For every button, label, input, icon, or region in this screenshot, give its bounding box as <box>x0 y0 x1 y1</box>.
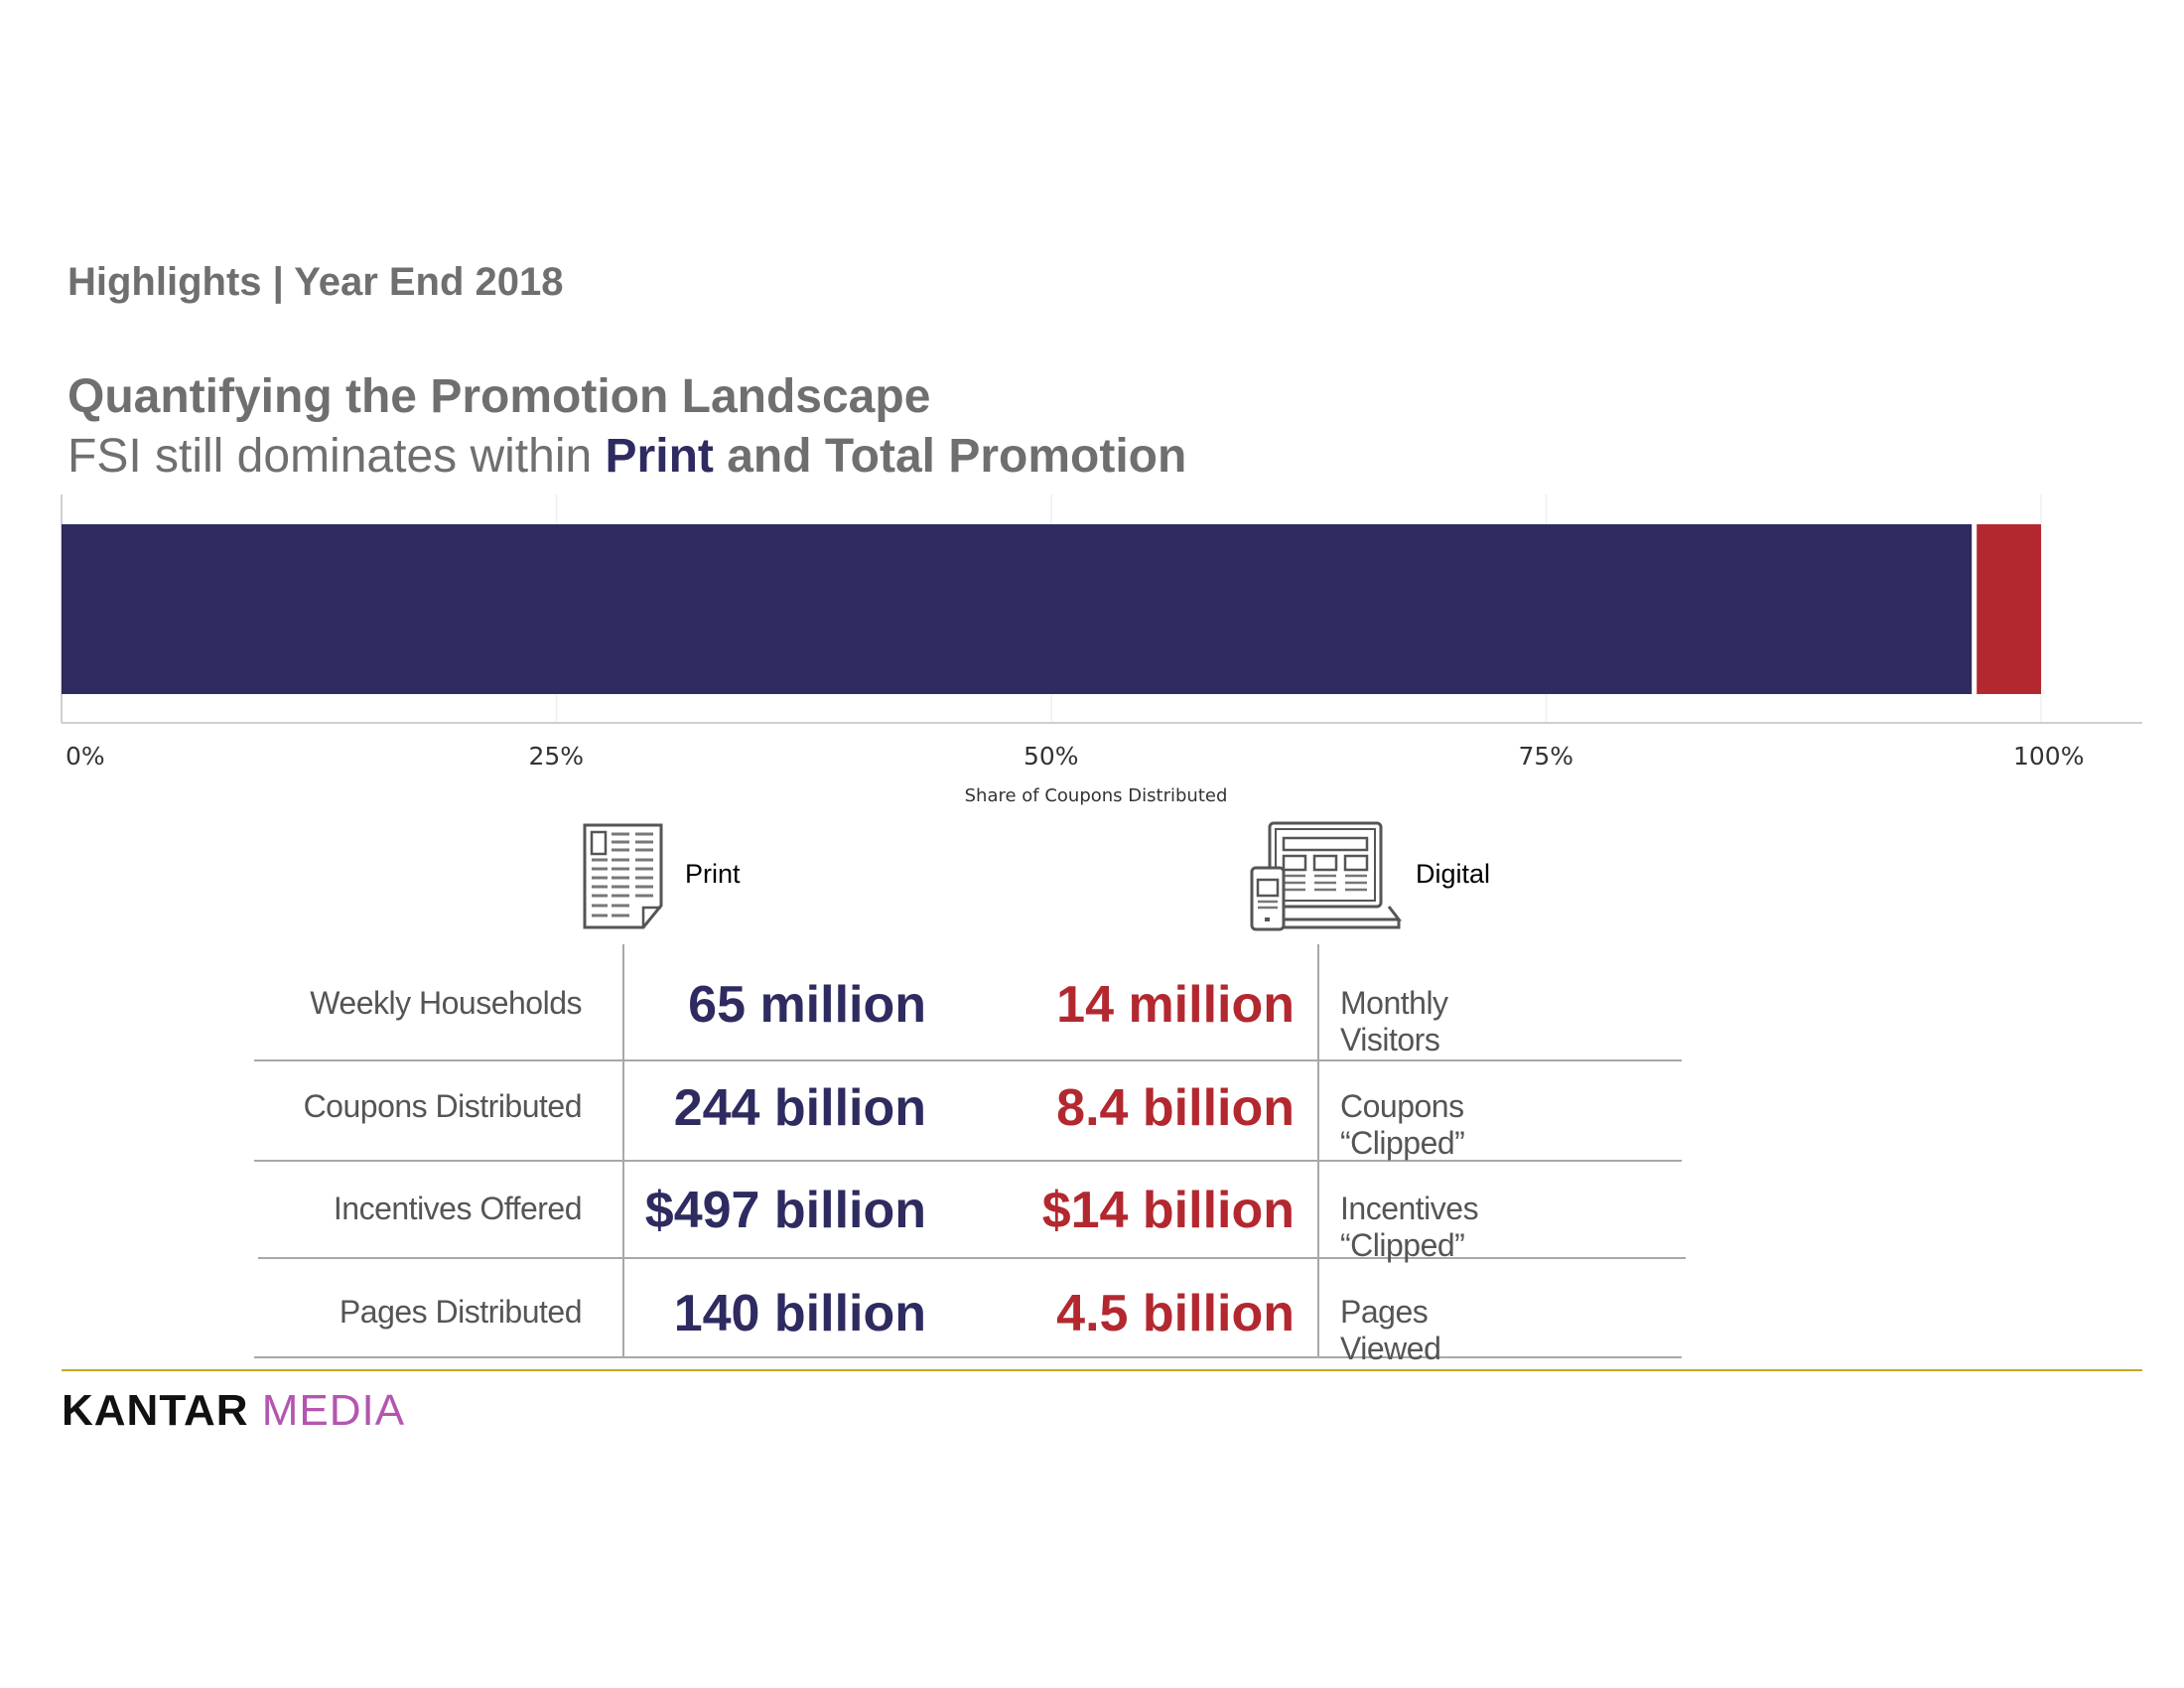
x-axis-title: Share of Coupons Distributed <box>965 785 1228 806</box>
table-divider-digital <box>1317 944 1319 1357</box>
print-metric-value: 244 billion <box>673 1079 926 1137</box>
digital-metric-label: Coupons “Clipped” <box>1340 1088 1465 1161</box>
x-tick-label: 25% <box>529 742 585 771</box>
print-metric-value: 140 billion <box>673 1285 926 1342</box>
digital-metric-value: $14 billion <box>1041 1182 1295 1239</box>
row-separator <box>258 1257 1686 1259</box>
row-separator <box>254 1356 1682 1358</box>
kicker: Highlights | Year End 2018 <box>68 260 564 304</box>
digital-metric-label: Monthly Visitors <box>1340 985 1448 1057</box>
table-divider-print <box>622 944 624 1357</box>
bar-segment-print <box>62 524 1973 694</box>
legend-print-label: Print <box>685 859 741 889</box>
x-tick-label: 50% <box>1024 742 1079 771</box>
print-metric-label: Pages Distributed <box>339 1294 583 1330</box>
digital-metric-value: 14 million <box>1056 976 1295 1034</box>
legend-digital-label: Digital <box>1416 859 1491 889</box>
x-tick-label: 100% <box>2013 742 2084 771</box>
subtitle-highlight: Print <box>605 430 714 483</box>
logo-media: MEDIA <box>261 1386 406 1435</box>
page-title: Quantifying the Promotion Landscape <box>68 370 931 423</box>
logo-kantar: KANTAR <box>62 1386 249 1435</box>
print-metric-value: $497 billion <box>644 1182 926 1239</box>
row-separator <box>254 1160 1682 1162</box>
x-tick-label: 0% <box>66 742 105 771</box>
bar-segment-digital <box>1977 524 2041 694</box>
subtitle-post: and Total Promotion <box>713 430 1187 483</box>
digital-metric-value: 4.5 billion <box>1056 1285 1295 1342</box>
print-metric-label: Coupons Distributed <box>303 1088 583 1124</box>
footer-rule <box>62 1369 2142 1371</box>
digital-metric-value: 8.4 billion <box>1056 1079 1295 1137</box>
digital-metric-label: Incentives “Clipped” <box>1340 1191 1479 1263</box>
print-metric-label: Incentives Offered <box>333 1191 583 1226</box>
kantar-media-logo: KANTAR MEDIA <box>62 1386 405 1436</box>
newspaper-icon <box>583 823 663 929</box>
print-metric-label: Weekly Households <box>310 985 582 1021</box>
devices-icon <box>1250 821 1403 931</box>
digital-metric-label: Pages Viewed <box>1340 1294 1441 1366</box>
subtitle: FSI still dominates within Print and Tot… <box>68 429 1186 484</box>
subtitle-pre: FSI still dominates within <box>68 430 606 483</box>
row-separator <box>254 1059 1682 1061</box>
share-chart: 0% 25% 50% 75% 100% Share of Coupons Distrib… <box>61 494 2142 806</box>
x-tick-label: 75% <box>1519 742 1574 771</box>
print-metric-value: 65 million <box>688 976 926 1034</box>
